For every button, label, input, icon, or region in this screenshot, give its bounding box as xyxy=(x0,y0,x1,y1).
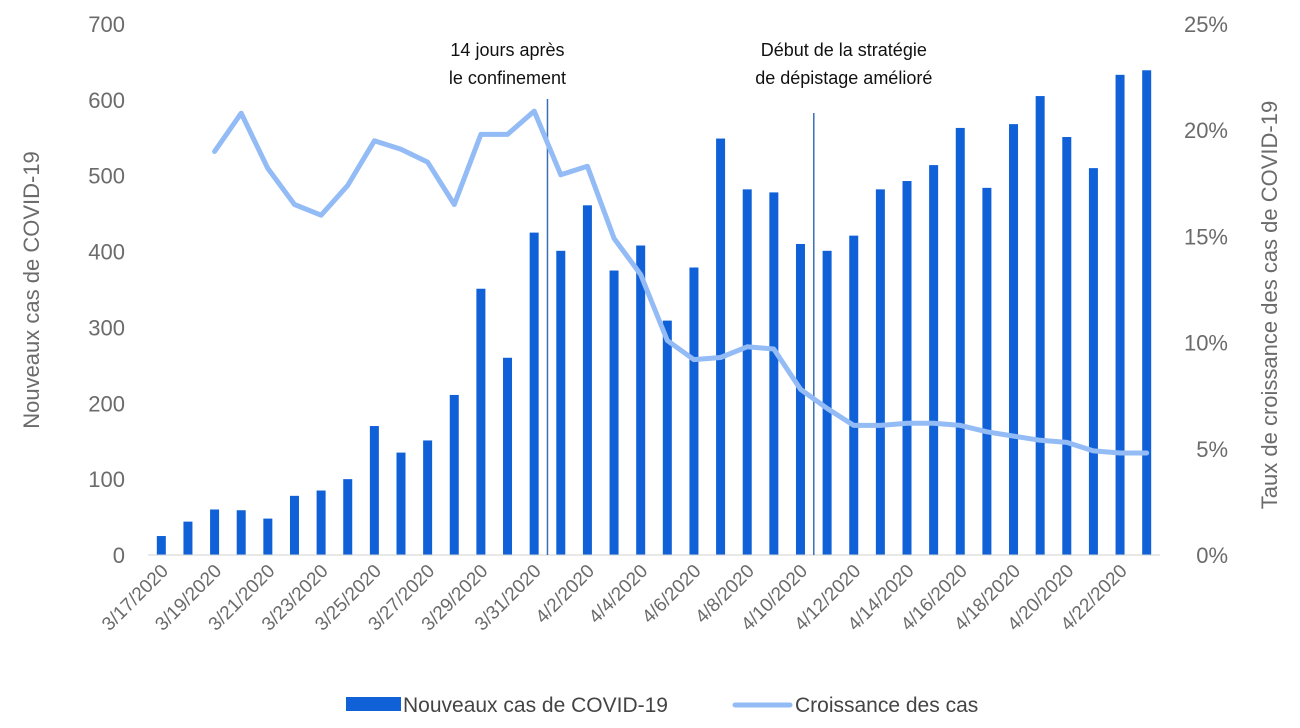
bar xyxy=(902,181,912,555)
y-right-tick-label: 20% xyxy=(1184,118,1228,143)
legend-line-label: Croissance des cas xyxy=(795,694,978,717)
bar xyxy=(929,165,939,555)
x-axis: 3/17/20203/19/20203/21/20203/23/20203/25… xyxy=(98,561,1131,636)
bar xyxy=(1009,124,1019,555)
y-right-tick-label: 15% xyxy=(1184,224,1228,249)
y-right-tick-label: 10% xyxy=(1184,331,1228,356)
bar xyxy=(955,127,965,555)
bar xyxy=(1062,137,1072,555)
bar xyxy=(742,189,752,555)
bar xyxy=(795,243,805,555)
y-right-tick-label: 0% xyxy=(1196,543,1228,568)
y-left-axis-title: Nouveaux cas de COVID-19 xyxy=(19,151,44,429)
bar xyxy=(769,192,779,555)
bar xyxy=(210,509,220,555)
bar xyxy=(396,452,406,555)
bar xyxy=(369,426,379,555)
y-right-axis: 0% 5% 10% 15% 20% 25% xyxy=(1184,12,1228,568)
annotation-lines xyxy=(546,99,815,555)
bar xyxy=(316,490,326,555)
annotations: 14 jours après le confinement Début de la … xyxy=(449,40,932,88)
bar xyxy=(529,232,539,555)
y-left-axis: 0 100 200 300 400 500 600 700 xyxy=(88,12,125,568)
bar xyxy=(183,521,193,555)
bar xyxy=(289,495,299,555)
y-left-tick-label: 500 xyxy=(88,164,125,189)
y-left-tick-label: 0 xyxy=(113,543,125,568)
legend-bar-label: Nouveaux cas de COVID-19 xyxy=(403,694,668,717)
bar xyxy=(849,235,859,556)
y-left-tick-label: 400 xyxy=(88,240,125,265)
bar xyxy=(822,250,832,555)
bar xyxy=(662,320,672,555)
bar xyxy=(343,479,353,555)
legend-bar-swatch xyxy=(346,697,401,711)
bar xyxy=(1142,70,1152,555)
bar xyxy=(476,288,486,555)
bar xyxy=(236,510,246,555)
bar xyxy=(156,536,166,555)
y-right-tick-label: 25% xyxy=(1184,12,1228,37)
growth-line xyxy=(212,108,1150,456)
bar xyxy=(875,189,885,555)
y-left-tick-label: 700 xyxy=(88,12,125,37)
bar-series xyxy=(156,70,1152,556)
bar xyxy=(503,357,513,555)
y-right-axis-title: Taux de croissance des cas de COVID-19 xyxy=(1257,101,1282,509)
annotation-text: de dépistage amélioré xyxy=(755,68,932,88)
bar xyxy=(636,245,646,555)
y-left-tick-label: 200 xyxy=(88,391,125,416)
bar xyxy=(263,518,273,555)
bar xyxy=(1088,168,1098,555)
annotation-text: 14 jours après xyxy=(450,40,564,60)
bar xyxy=(449,394,459,555)
y-left-tick-label: 600 xyxy=(88,88,125,113)
y-left-tick-label: 300 xyxy=(88,315,125,340)
bar xyxy=(423,440,433,555)
y-left-tick-label: 100 xyxy=(88,467,125,492)
annotation-text: le confinement xyxy=(449,68,566,88)
bar xyxy=(582,205,592,555)
bar xyxy=(982,187,992,555)
bar xyxy=(556,250,566,555)
bar xyxy=(1115,74,1125,556)
bar xyxy=(716,138,726,555)
y-right-tick-label: 5% xyxy=(1196,437,1228,462)
annotation-text: Début de la stratégie xyxy=(761,40,927,60)
bar xyxy=(609,270,619,555)
bar xyxy=(1035,96,1045,556)
bar xyxy=(689,267,699,555)
legend: Nouveaux cas de COVID-19 Croissance des … xyxy=(346,694,978,717)
